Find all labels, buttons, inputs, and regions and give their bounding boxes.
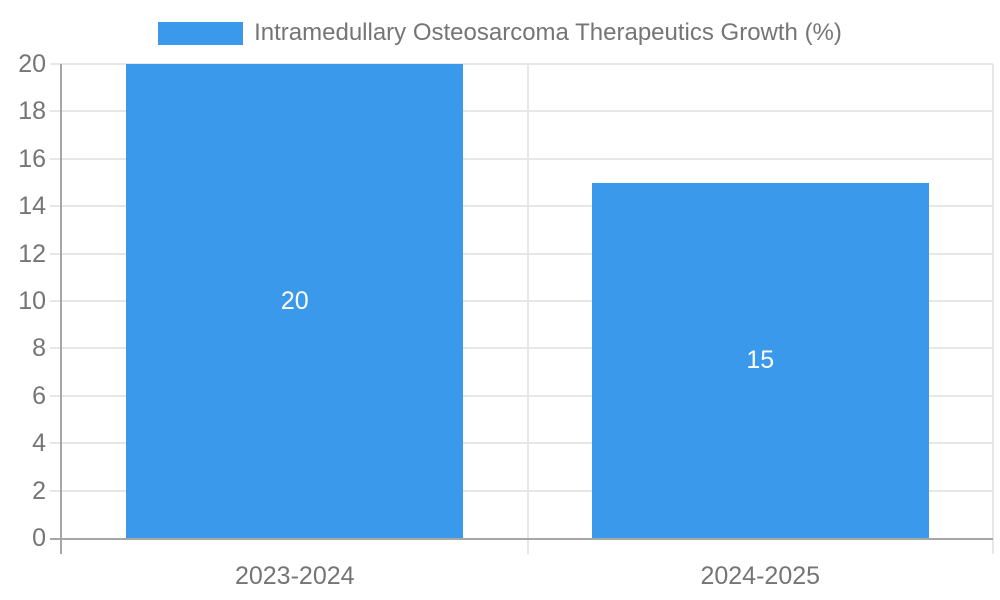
y-axis-tick (50, 110, 62, 113)
y-axis-tick-label: 8 (32, 334, 46, 363)
x-axis-category-label: 2023-2024 (234, 562, 355, 590)
y-axis-tick-label: 20 (18, 50, 46, 78)
y-axis-tick-label: 4 (32, 429, 46, 458)
y-axis-tick (50, 347, 62, 350)
y-axis-tick-label: 0 (32, 524, 46, 552)
y-axis-tick (50, 442, 62, 445)
category-separator-line (526, 64, 529, 554)
x-axis-category-label: 2024-2025 (700, 562, 821, 590)
y-axis-tick-label: 2 (32, 476, 46, 505)
y-axis-tick (50, 205, 62, 208)
y-axis-tick (50, 300, 62, 302)
y-axis-tick (50, 252, 62, 255)
y-axis-tick-label: 18 (18, 97, 46, 126)
bar-2024-2025[interactable] (591, 182, 929, 538)
chart-legend-item[interactable]: Intramedullary Osteosarcoma Therapeutics… (0, 19, 1000, 47)
legend-color-swatch (158, 21, 244, 45)
y-axis-line (60, 64, 62, 554)
y-axis-tick-label: 16 (18, 144, 46, 173)
y-axis-tick-label: 10 (18, 287, 46, 315)
y-axis-tick-label: 12 (18, 239, 46, 268)
bar-value-label: 15 (746, 346, 775, 375)
bar-value-label: 20 (280, 287, 309, 315)
y-axis-tick (50, 489, 62, 492)
y-axis-tick (50, 394, 62, 397)
y-axis-tick-label: 6 (32, 381, 46, 410)
y-axis-tick-label: 14 (18, 192, 46, 221)
legend-label: Intramedullary Osteosarcoma Therapeutics… (254, 19, 842, 46)
y-axis-tick (50, 157, 62, 160)
bar-2023-2024[interactable] (126, 64, 464, 538)
category-separator-line (992, 64, 994, 554)
x-axis-line (50, 538, 993, 540)
y-axis-tick (50, 63, 62, 65)
